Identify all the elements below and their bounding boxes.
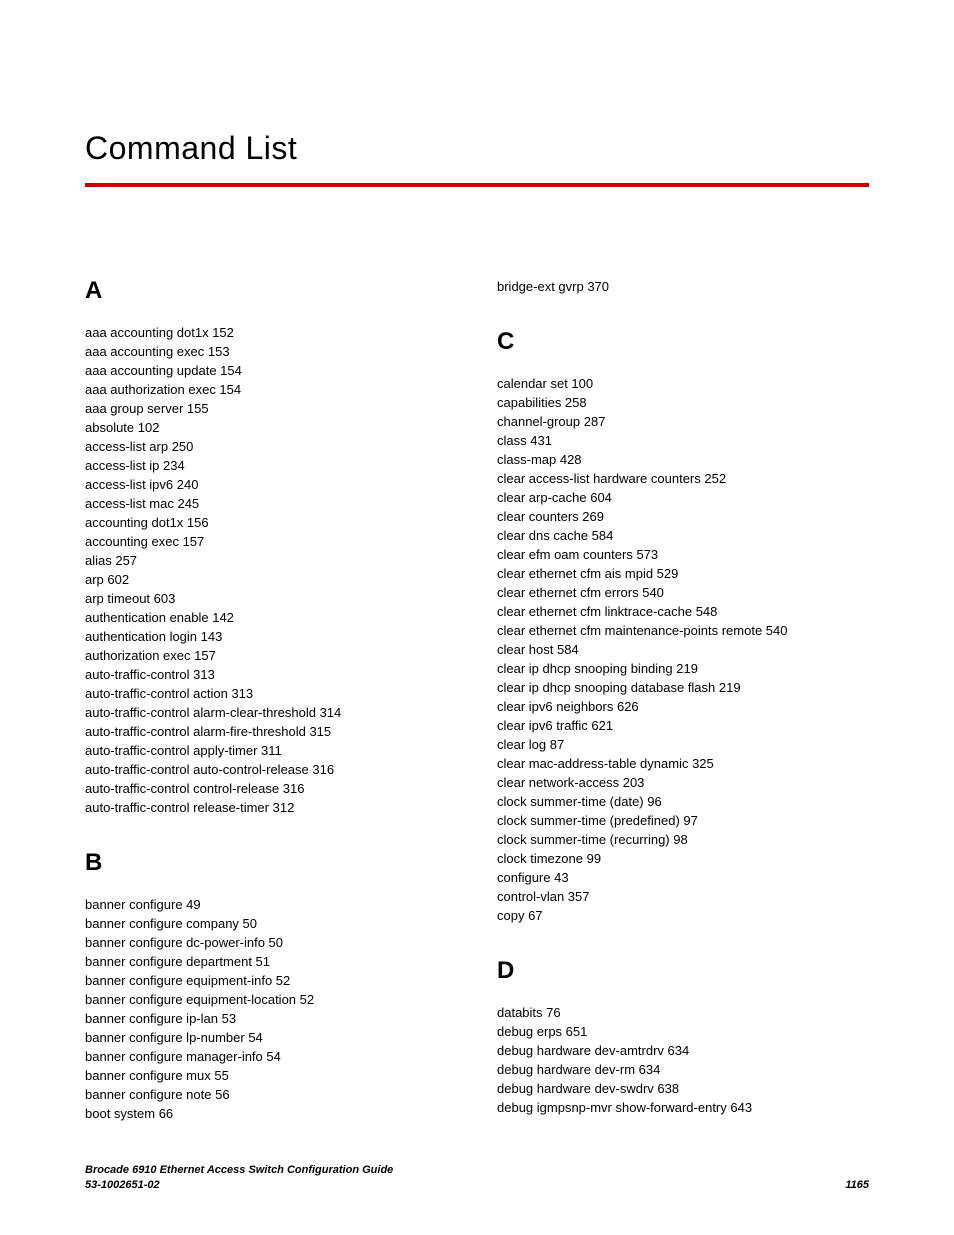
index-entry: clear network-access 203 [497,773,869,792]
index-columns: A aaa accounting dot1x 152aaa accounting… [85,277,869,1123]
index-entry: clear ethernet cfm maintenance-points re… [497,621,869,640]
index-entry: banner configure ip-lan 53 [85,1009,457,1028]
index-entry: banner configure mux 55 [85,1066,457,1085]
index-entry: clock summer-time (date) 96 [497,792,869,811]
index-entry: aaa group server 155 [85,399,457,418]
index-entry: access-list mac 245 [85,494,457,513]
index-entry: banner configure department 51 [85,952,457,971]
index-entry: auto-traffic-control action 313 [85,684,457,703]
index-entry: configure 43 [497,868,869,887]
index-entry: alias 257 [85,551,457,570]
section-d: D databits 76debug erps 651debug hardwar… [497,957,869,1117]
index-entry: debug hardware dev-swdrv 638 [497,1079,869,1098]
page-title: Command List [85,130,869,167]
index-entry: clear access-list hardware counters 252 [497,469,869,488]
entries-d: databits 76debug erps 651debug hardware … [497,1003,869,1117]
page-footer: Brocade 6910 Ethernet Access Switch Conf… [85,1163,869,1193]
index-entry: clear host 584 [497,640,869,659]
index-entry: clear ethernet cfm errors 540 [497,583,869,602]
index-entry: access-list ipv6 240 [85,475,457,494]
section-letter-c: C [497,328,869,356]
index-entry: aaa accounting dot1x 152 [85,323,457,342]
index-entry: banner configure lp-number 54 [85,1028,457,1047]
index-entry: clear ip dhcp snooping binding 219 [497,659,869,678]
footer-left: Brocade 6910 Ethernet Access Switch Conf… [85,1163,393,1193]
index-entry: banner configure note 56 [85,1085,457,1104]
index-entry: arp timeout 603 [85,589,457,608]
footer-doc-title: Brocade 6910 Ethernet Access Switch Conf… [85,1163,393,1178]
index-entry: arp 602 [85,570,457,589]
index-entry: aaa accounting update 154 [85,361,457,380]
index-entry: debug igmpsnp-mvr show-forward-entry 643 [497,1098,869,1117]
index-entry: auto-traffic-control alarm-clear-thresho… [85,703,457,722]
index-entry: accounting dot1x 156 [85,513,457,532]
index-entry: authorization exec 157 [85,646,457,665]
index-entry: banner configure manager-info 54 [85,1047,457,1066]
index-entry: authentication enable 142 [85,608,457,627]
index-entry: clear log 87 [497,735,869,754]
index-entry: class-map 428 [497,450,869,469]
index-entry: banner configure dc-power-info 50 [85,933,457,952]
index-entry: copy 67 [497,906,869,925]
index-entry: absolute 102 [85,418,457,437]
index-entry: debug hardware dev-rm 634 [497,1060,869,1079]
index-entry: debug erps 651 [497,1022,869,1041]
section-b: B banner configure 49banner configure co… [85,849,457,1123]
entries-a: aaa accounting dot1x 152aaa accounting e… [85,323,457,817]
index-entry: authentication login 143 [85,627,457,646]
index-entry: auto-traffic-control apply-timer 311 [85,741,457,760]
section-letter-b: B [85,849,457,877]
section-a: A aaa accounting dot1x 152aaa accounting… [85,277,457,817]
index-entry: debug hardware dev-amtrdrv 634 [497,1041,869,1060]
entries-b: banner configure 49banner configure comp… [85,895,457,1123]
section-letter-d: D [497,957,869,985]
index-entry: clock timezone 99 [497,849,869,868]
index-entry: banner configure 49 [85,895,457,914]
footer-page-number: 1165 [845,1178,869,1193]
index-entry: aaa authorization exec 154 [85,380,457,399]
index-entry: clear dns cache 584 [497,526,869,545]
index-entry: clear ip dhcp snooping database flash 21… [497,678,869,697]
index-entry: clear efm oam counters 573 [497,545,869,564]
index-entry: aaa accounting exec 153 [85,342,457,361]
index-entry: banner configure company 50 [85,914,457,933]
orphan-entry: bridge-ext gvrp 370 [497,277,869,296]
index-entry: clear counters 269 [497,507,869,526]
index-entry: calendar set 100 [497,374,869,393]
right-column: bridge-ext gvrp 370 C calendar set 100ca… [477,277,869,1123]
index-entry: banner configure equipment-info 52 [85,971,457,990]
index-entry: auto-traffic-control control-release 316 [85,779,457,798]
section-letter-a: A [85,277,457,305]
index-entry: accounting exec 157 [85,532,457,551]
footer-doc-number: 53-1002651-02 [85,1178,393,1193]
index-entry: auto-traffic-control 313 [85,665,457,684]
index-entry: clear ipv6 neighbors 626 [497,697,869,716]
title-rule [85,183,869,187]
index-entry: auto-traffic-control auto-control-releas… [85,760,457,779]
index-entry: clear ipv6 traffic 621 [497,716,869,735]
index-entry: class 431 [497,431,869,450]
index-entry: clear ethernet cfm ais mpid 529 [497,564,869,583]
section-c: C calendar set 100capabilities 258channe… [497,328,869,925]
index-entry: clock summer-time (recurring) 98 [497,830,869,849]
index-entry: control-vlan 357 [497,887,869,906]
index-entry: boot system 66 [85,1104,457,1123]
index-entry: capabilities 258 [497,393,869,412]
entries-c: calendar set 100capabilities 258channel-… [497,374,869,925]
index-entry: access-list arp 250 [85,437,457,456]
index-entry: auto-traffic-control alarm-fire-threshol… [85,722,457,741]
index-entry: auto-traffic-control release-timer 312 [85,798,457,817]
left-column: A aaa accounting dot1x 152aaa accounting… [85,277,477,1123]
index-entry: access-list ip 234 [85,456,457,475]
index-entry: databits 76 [497,1003,869,1022]
index-entry: clock summer-time (predefined) 97 [497,811,869,830]
index-entry: channel-group 287 [497,412,869,431]
index-entry: clear ethernet cfm linktrace-cache 548 [497,602,869,621]
index-entry: banner configure equipment-location 52 [85,990,457,1009]
index-entry: clear mac-address-table dynamic 325 [497,754,869,773]
index-entry: clear arp-cache 604 [497,488,869,507]
